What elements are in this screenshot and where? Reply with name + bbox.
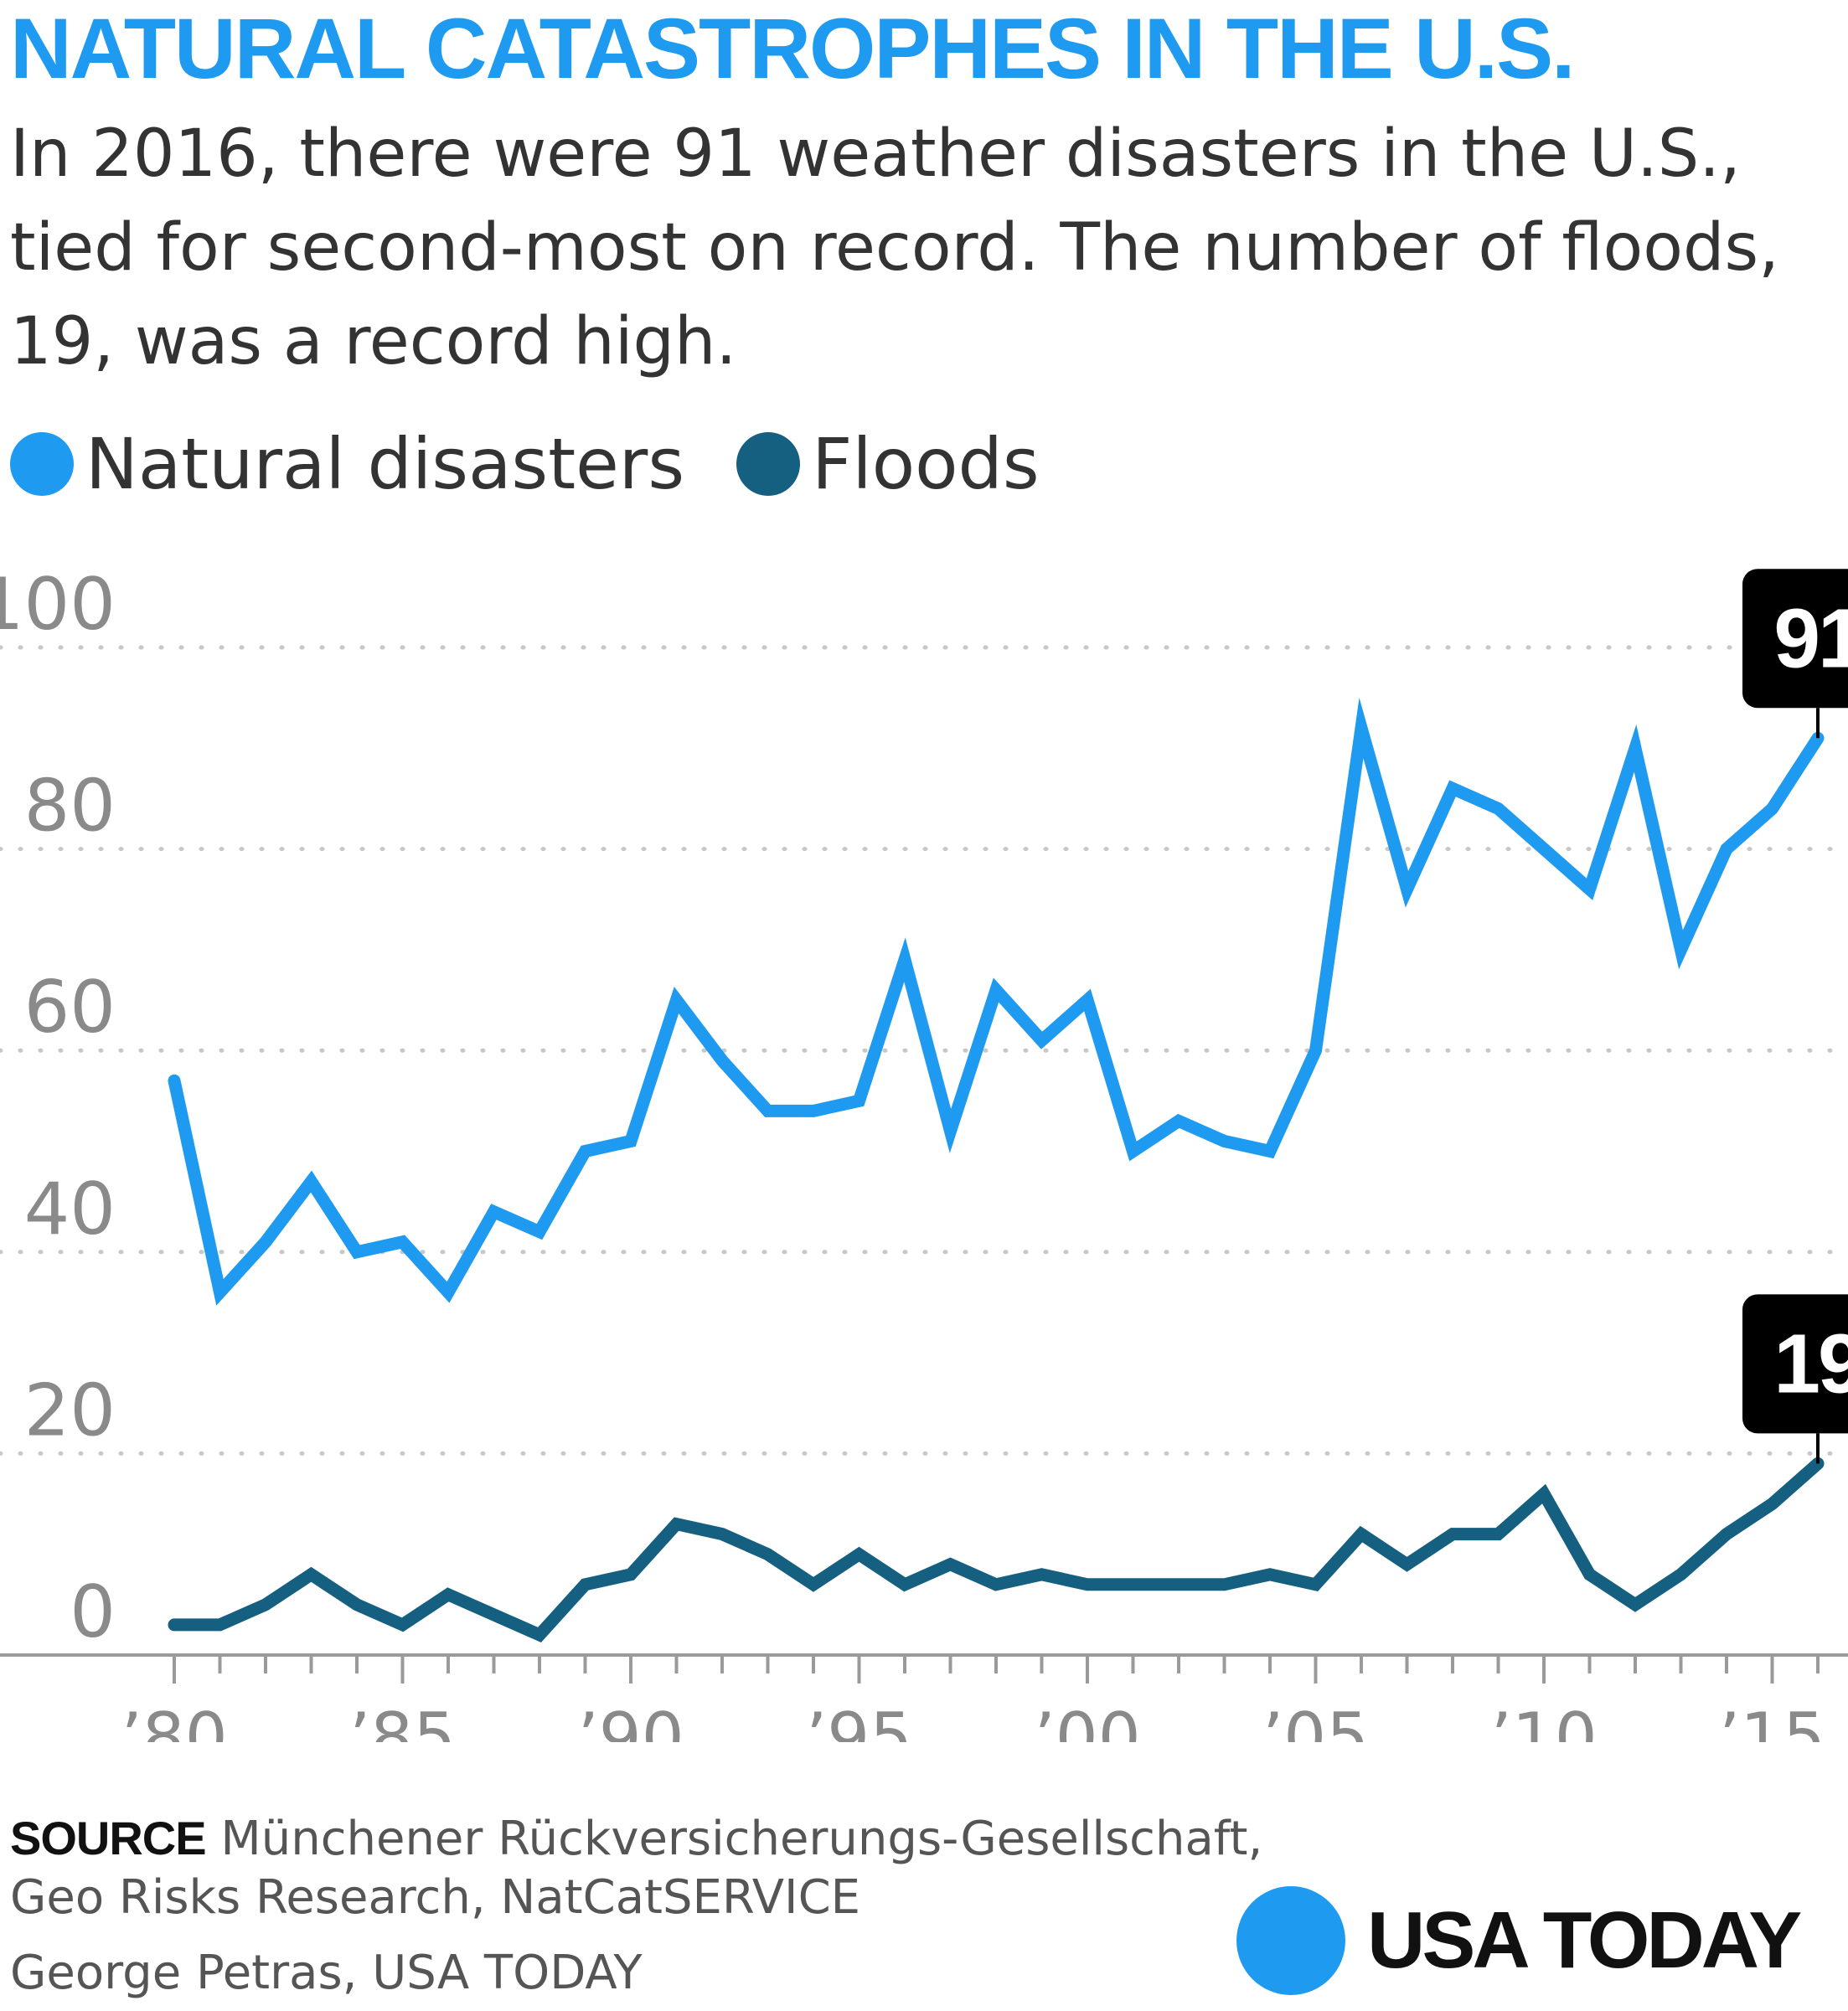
x-tick-label: ’80 bbox=[121, 1699, 227, 1742]
series-lines bbox=[168, 698, 1825, 1642]
x-tick-label: ’10 bbox=[1490, 1699, 1597, 1742]
y-axis-labels: 100 80 60 40 20 0 bbox=[0, 563, 116, 1654]
source-note: SOURCE Münchener Rückversicherungs-Gesel… bbox=[10, 1809, 1350, 1927]
x-axis: ’80 ’85 ’90 ’95 ’00 ’05 ’10 ’15 bbox=[0, 1653, 1848, 1742]
logo-text: USA TODAY bbox=[1367, 1895, 1802, 1985]
callout-label: 19 bbox=[1773, 1317, 1848, 1410]
x-tick-label: ’85 bbox=[349, 1699, 456, 1742]
chart-subtitle: In 2016, there were 91 weather disasters… bbox=[10, 116, 1779, 379]
x-tick-label: ’90 bbox=[577, 1699, 684, 1742]
series-line-natural-disasters bbox=[168, 698, 1825, 1306]
logo-circle-icon bbox=[1236, 1886, 1345, 1995]
y-tick-label: 20 bbox=[24, 1369, 116, 1452]
callout-label: 91 bbox=[1773, 591, 1848, 685]
x-tick-label: ’95 bbox=[806, 1699, 912, 1742]
x-tick-label: ’05 bbox=[1262, 1699, 1369, 1742]
y-tick-label: 40 bbox=[24, 1168, 116, 1251]
line-chart: 100 80 60 40 20 0 ’80 ’85 ’90 ’95 ’00 ’05 ’10 ’15 91… bbox=[0, 563, 1848, 1742]
credit: George Petras, USA TODAY bbox=[10, 1946, 643, 2000]
legend: Natural disasters Floods bbox=[10, 423, 1092, 505]
legend-label-floods: Floods bbox=[812, 423, 1040, 505]
callout-box bbox=[1742, 1294, 1848, 1434]
x-tick-label: ’15 bbox=[1719, 1699, 1825, 1742]
legend-item-natural-disasters: Natural disasters bbox=[10, 423, 684, 505]
legend-label-natural-disasters: Natural disasters bbox=[85, 423, 685, 505]
series-line-floods bbox=[168, 1457, 1825, 1642]
legend-swatch-floods bbox=[736, 432, 801, 496]
y-tick-label: 100 bbox=[0, 563, 116, 647]
legend-item-floods: Floods bbox=[736, 423, 1040, 505]
y-tick-label: 0 bbox=[70, 1570, 116, 1654]
source-text: Münchener Rückversicherungs-Gesellschaft… bbox=[10, 1812, 1263, 1925]
callout-box bbox=[1742, 569, 1848, 709]
x-tick-label: ’00 bbox=[1034, 1699, 1140, 1742]
source-label: SOURCE bbox=[10, 1812, 207, 1864]
callouts: 91 19 bbox=[1742, 569, 1848, 1464]
chart-title: NATURAL CATASTROPHES IN THE U.S. bbox=[10, 1, 1575, 96]
y-tick-label: 60 bbox=[24, 966, 116, 1049]
y-tick-label: 80 bbox=[24, 765, 116, 848]
legend-swatch-natural-disasters bbox=[10, 432, 74, 496]
usa-today-logo: USA TODAY bbox=[1236, 1886, 1802, 1995]
